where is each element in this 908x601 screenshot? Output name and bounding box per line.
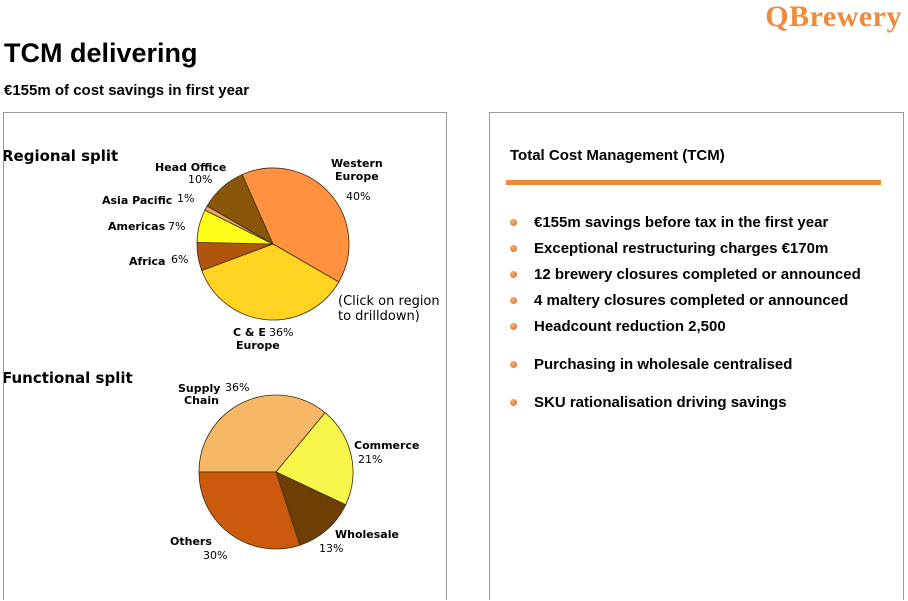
pie-slice-head-office[interactable] (206, 174, 274, 245)
slice-name: Africa (129, 255, 165, 268)
pie-slice-western-europe[interactable] (241, 167, 350, 283)
bullet-item: 4 maltery closures completed or announce… (506, 291, 886, 311)
bullet-dot-icon (510, 323, 517, 330)
bullet-dot-icon (510, 361, 517, 368)
bullet-dot-icon (510, 219, 517, 226)
slice-name: Europe (335, 170, 379, 183)
drilldown-hint-line2: to drilldown) (338, 309, 420, 324)
bullet-dot-icon (510, 245, 517, 252)
slice-pct: 30% (203, 549, 227, 562)
slice-name: Chain (184, 394, 219, 407)
slice-pct: 36% (269, 326, 293, 339)
accent-divider (506, 180, 881, 185)
bullet-item: €155m savings before tax in the first ye… (506, 213, 886, 233)
brand-logo: QBrewery (765, 0, 902, 33)
slice-name: Europe (236, 339, 280, 352)
pie-slice-wholesale[interactable] (275, 471, 347, 546)
slice-pct: 7% (168, 220, 185, 233)
slice-name: Wholesale (335, 528, 399, 541)
regional-split-title: Regional split (4, 147, 118, 165)
functional-split-title: Functional split (4, 369, 133, 387)
functional-pie[interactable] (198, 394, 354, 550)
bullet-item: Purchasing in wholesale centralised (506, 355, 886, 375)
slice-pct: 21% (358, 453, 382, 466)
slice-pct: 13% (319, 542, 343, 555)
slice-name: Commerce (354, 439, 419, 452)
bullet-item: SKU rationalisation driving savings (506, 393, 886, 413)
bullet-dot-icon (510, 271, 517, 278)
slice-name: Americas (108, 220, 166, 233)
tcm-heading: Total Cost Management (TCM) (510, 147, 725, 164)
slice-pct: 10% (188, 173, 212, 186)
slice-pct: 6% (171, 253, 188, 266)
slice-name: C & E (233, 326, 266, 339)
tcm-bullet-list: €155m savings before tax in the first ye… (506, 213, 886, 413)
bullet-item: 12 brewery closures completed or announc… (506, 265, 886, 285)
pie-slice-supply-chain[interactable] (198, 394, 326, 473)
slice-pct: 36% (225, 381, 249, 394)
slice-pct: 40% (346, 190, 370, 203)
slice-label-americas: Americas 7% (108, 220, 185, 233)
regional-pie[interactable] (196, 167, 350, 321)
slice-name: Asia Pacific (102, 194, 172, 207)
bullet-item: Exceptional restructuring charges €170m (506, 239, 886, 259)
bullet-item: Headcount reduction 2,500 (506, 317, 886, 337)
charts-panel: Regional split Western Europe 40% C & E Euro… (3, 112, 447, 600)
slice-name: Head Office (155, 161, 226, 174)
page-title: TCM delivering (4, 38, 198, 68)
page-subtitle: €155m of cost savings in first year (4, 82, 250, 99)
bullet-dot-icon (510, 297, 517, 304)
drilldown-hint-line1: (Click on region (338, 294, 440, 309)
pie-slice-c-e-europe[interactable] (201, 243, 340, 321)
slice-name: Supply (178, 382, 220, 395)
bullet-dot-icon (510, 399, 517, 406)
pie-slice-commerce[interactable] (275, 412, 354, 506)
slice-label-africa: Africa 6% (129, 253, 188, 268)
slice-pct: 1% (177, 192, 194, 205)
pie-slice-others[interactable] (198, 471, 301, 550)
slice-label-asia-pacific: Asia Pacific 1% (102, 192, 194, 207)
slice-name: Western (331, 157, 383, 170)
tcm-panel: Total Cost Management (TCM) €155m saving… (489, 112, 904, 600)
slice-name: Others (170, 535, 212, 548)
